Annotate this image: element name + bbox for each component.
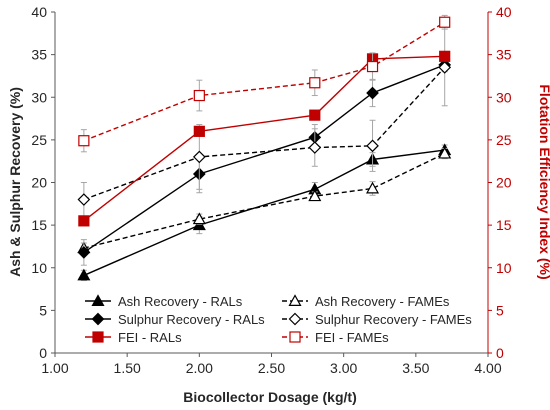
- y-tick-label: 0: [39, 345, 47, 361]
- legend-item: Sulphur Recovery - FAMEs: [282, 312, 472, 327]
- series-line: [83, 152, 446, 249]
- data-point: [438, 146, 452, 159]
- series-line: [83, 55, 445, 222]
- series-0: [77, 143, 452, 282]
- data-point: [366, 181, 380, 194]
- legend-label: FEI - RALs: [118, 330, 182, 345]
- y-tick-label: 30: [31, 89, 47, 105]
- data-point: [193, 89, 205, 102]
- series-5: [78, 14, 451, 153]
- x-tick-label: 1.50: [114, 360, 141, 376]
- y-tick-label: 5: [39, 302, 47, 318]
- series-2: [77, 57, 452, 266]
- x-tick-label: 4.00: [474, 360, 501, 376]
- data-point: [366, 139, 379, 153]
- legend-item: Ash Recovery - RALs: [85, 294, 243, 309]
- legend-label: Sulphur Recovery - RALs: [118, 312, 265, 327]
- y-tick-label: 10: [31, 260, 47, 276]
- y2-tick-label: 25: [496, 132, 512, 148]
- legend: Ash Recovery - RALs Ash Recovery - FAMEs S…: [85, 294, 472, 345]
- y-tick-label: 15: [31, 217, 47, 233]
- y-tick-label: 40: [31, 4, 47, 20]
- x-tick-label: 3.00: [330, 360, 357, 376]
- series-line: [83, 21, 446, 142]
- legend-item: Sulphur Recovery - RALs: [85, 312, 265, 327]
- y2-tick-label: 30: [496, 89, 512, 105]
- y2-tick-label: 0: [496, 345, 504, 361]
- x-tick-label: 1.00: [41, 360, 68, 376]
- data-point: [192, 150, 206, 164]
- legend-label: Ash Recovery - FAMEs: [315, 294, 450, 309]
- y-axis-title: Ash & Sulphur Recovery (%): [7, 87, 23, 277]
- x-tick-label: 2.50: [258, 360, 285, 376]
- data-point: [77, 193, 91, 206]
- y-tick-label: 25: [31, 132, 47, 148]
- data-point: [192, 212, 206, 225]
- y-tick-label: 20: [31, 175, 47, 191]
- series-line: [83, 149, 445, 277]
- data-point: [309, 77, 321, 89]
- legend-swatch-marker: [289, 331, 301, 343]
- x-tick-label: 3.50: [402, 360, 429, 376]
- legend-swatch-marker: [288, 312, 302, 326]
- data-point: [439, 50, 451, 62]
- y2-tick-label: 5: [496, 302, 504, 318]
- series-4: [78, 50, 451, 227]
- data-point: [78, 135, 90, 147]
- y2-tick-label: 10: [496, 260, 512, 276]
- series-layer: [77, 14, 452, 282]
- series-line: [83, 66, 446, 201]
- data-point: [308, 141, 322, 154]
- legend-swatch-marker: [91, 294, 105, 306]
- axes: 1.00 1.50 2.00 2.50 3.00 3.50 4.00051015202530…: [31, 4, 511, 376]
- series-3: [77, 28, 452, 218]
- legend-label: Sulphur Recovery - FAMEs: [315, 312, 472, 327]
- data-point: [77, 268, 91, 281]
- legend-item: FEI - FAMEs: [282, 330, 389, 345]
- legend-swatch-marker: [288, 294, 302, 306]
- legend-label: FEI - FAMEs: [315, 330, 389, 345]
- data-point: [366, 60, 379, 73]
- legend-swatch-marker: [92, 331, 104, 343]
- x-tick-label: 2.00: [186, 360, 213, 376]
- data-point: [366, 86, 379, 100]
- data-point: [439, 16, 451, 28]
- legend-label: Ash Recovery - RALs: [118, 294, 243, 309]
- y2-tick-label: 15: [496, 217, 512, 233]
- data-point: [193, 125, 205, 137]
- data-point: [438, 61, 452, 74]
- legend-item: Ash Recovery - FAMEs: [282, 294, 450, 309]
- legend-swatch-marker: [91, 312, 105, 326]
- data-point: [308, 189, 322, 202]
- x-axis-title: Biocollector Dosage (kg/t): [183, 389, 356, 405]
- legend-item: FEI - RALs: [85, 330, 182, 345]
- y2-tick-label: 40: [496, 4, 512, 20]
- series-line: [83, 64, 445, 253]
- series-1: [77, 146, 452, 254]
- data-point: [77, 246, 91, 259]
- y-tick-label: 35: [31, 47, 47, 63]
- y2-tick-label: 20: [496, 175, 512, 191]
- y2-axis-title: Flotation Efficiency Index (%): [537, 84, 550, 279]
- data-point: [78, 215, 90, 227]
- y2-tick-label: 35: [496, 47, 512, 63]
- data-point: [309, 109, 321, 121]
